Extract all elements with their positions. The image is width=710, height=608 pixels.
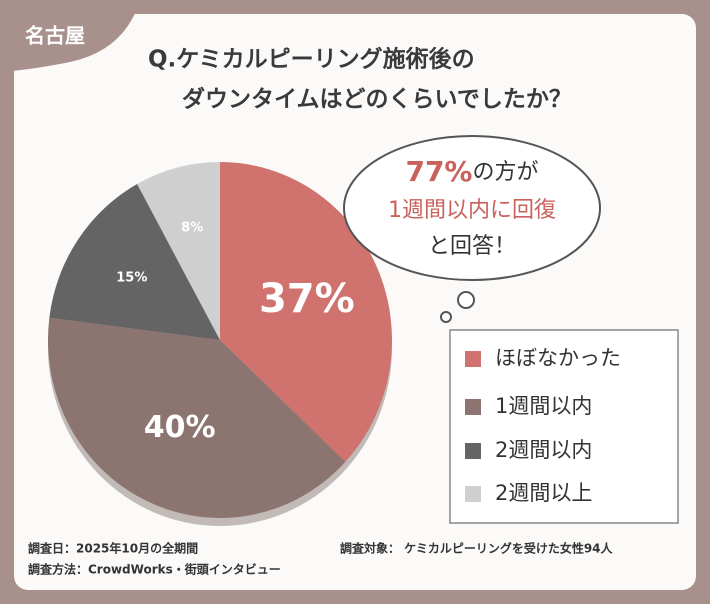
legend: ほぼなかった 1週間以内 2週間以内 2週間以上 [465,346,621,505]
badge-bg [0,0,140,72]
data-label: 15% [116,270,147,285]
callout: 77%の方が 1週間以内に回復 と回答！ [343,135,601,323]
legend-marker [465,443,481,459]
legend-marker [465,351,481,367]
data-label: 8% [181,220,203,235]
pie: 37% 40% 15% 8% [47,162,392,526]
footer-date: 調査日：2025年10月の全期間 [28,541,198,556]
callout-highlight: 77% [405,155,472,188]
data-label: 40% [144,410,216,445]
callout-bubble [440,311,452,323]
legend-label: 2週間以内 [495,438,592,462]
callout-line: 1週間以内に回復 [388,198,556,223]
pie-slice [137,162,220,340]
callout-bubble [457,291,475,309]
pie-slice [220,162,392,462]
footer-method: 調査方法：CrowdWorks・街頭インタビュー [28,562,281,577]
callout-text: の方が [473,160,539,185]
pie-slice [49,184,221,340]
legend-label: 1週間以内 [495,394,592,418]
data-label: 37% [259,276,355,322]
badge: 名古屋 [25,24,85,48]
legend-box [449,329,679,524]
callout-cloud [343,135,601,281]
callout-line: 77%の方が [405,155,538,188]
legend-marker [465,486,481,502]
pie-slice [47,317,346,518]
callout-line: と回答！ [428,234,516,259]
footer-target: 調査対象： ケミカルピーリングを受けた女性94人 [340,541,614,556]
legend-marker [465,399,481,415]
chart-title: Q.ケミカルピーリング施術後の [148,46,475,73]
legend-label: ほぼなかった [495,346,621,370]
legend-label: 2週間以上 [495,481,592,505]
chart-title: ダウンタイムはどのくらいでしたか？ [182,86,572,113]
